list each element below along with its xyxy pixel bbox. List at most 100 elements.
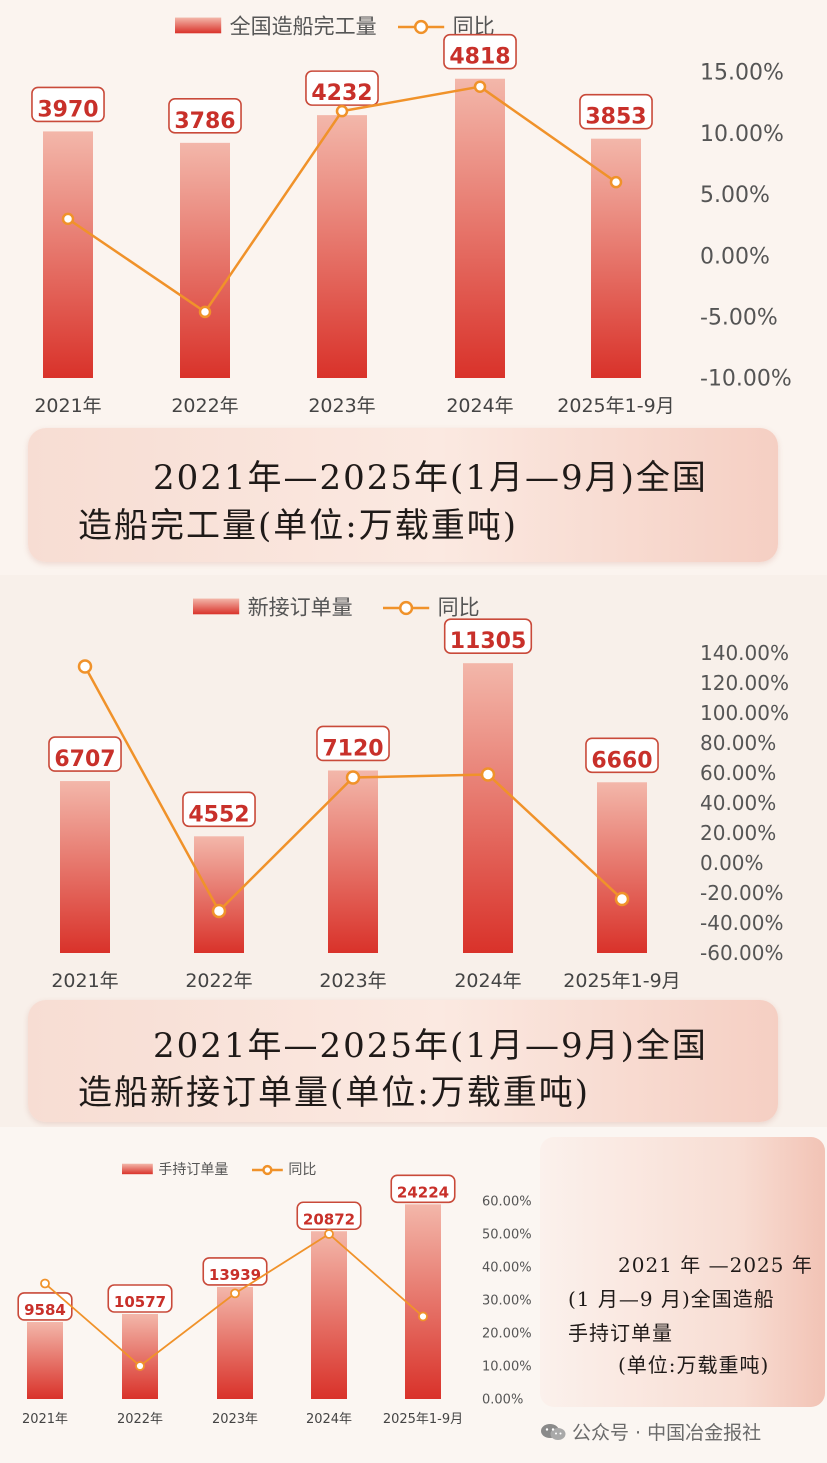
right-axis-tick-label: 100.00% xyxy=(700,701,789,725)
completion-chart: 全国造船完工量 同比15.00%10.00%5.00%0.00%-5.00%-10… xyxy=(31,14,792,417)
right-axis-tick-label: 0.00% xyxy=(700,851,764,875)
data-label: 7120 xyxy=(322,736,383,761)
watermark: 公众号 · 中国冶金报社 xyxy=(540,1418,761,1445)
right-axis-tick-label: 60.00% xyxy=(700,761,776,785)
yoy-point xyxy=(480,767,496,782)
completion-caption-box: 2021年—2025年(1月—9月)全国 造船完工量(单位:万载重吨) xyxy=(28,428,778,562)
yoy-point xyxy=(609,175,623,189)
right-axis-tick-label: -40.00% xyxy=(700,911,783,935)
legend-line-marker xyxy=(413,19,429,35)
completion-panel: 全国造船完工量 同比 15.00% 10.00% 5.00% 0.00% -5.00% -10… xyxy=(0,0,827,575)
bar xyxy=(328,770,378,953)
yoy-point xyxy=(230,1288,240,1299)
legend-bar-swatch xyxy=(122,1163,153,1175)
data-label: 4232 xyxy=(311,81,372,106)
right-axis-tick-label: 20.00% xyxy=(700,821,776,845)
right-axis-tick-label: 5.00% xyxy=(700,183,770,208)
category-label: 2022年 xyxy=(185,970,252,992)
yoy-point xyxy=(473,80,487,93)
right-axis-tick-label: -5.00% xyxy=(700,306,778,331)
legend-bar-label: 全国造船完工量 xyxy=(230,14,377,38)
completion-caption-line1: 2021年—2025年(1月—9月)全国 xyxy=(153,458,708,498)
data-label-box xyxy=(316,725,390,762)
category-label: 2023年 xyxy=(319,970,386,992)
bar xyxy=(60,781,110,953)
legend-bar-label: 手持订单量 xyxy=(158,1162,228,1178)
bar xyxy=(180,142,230,378)
yoy-point xyxy=(335,104,349,118)
right-axis-tick-label: 60.00% xyxy=(482,1195,532,1210)
new-orders-panel: 新接订单量 同比 140.00% 120.00% 100.00% 80.00% 60.00%… xyxy=(0,575,827,1127)
legend-line-label: 同比 xyxy=(288,1162,316,1178)
right-axis-tick-label: 15.00% xyxy=(700,61,784,86)
holding-orders-chart: 手持订单量 同比 60.00% 50.00% 40.00% 30.00% 20.00% 10.… xyxy=(17,1162,532,1427)
new-orders-caption-line1: 2021年—2025年(1月—9月)全国 xyxy=(153,1026,708,1066)
right-axis-tick-label: 10.00% xyxy=(482,1360,532,1375)
yoy-point xyxy=(198,305,212,319)
right-axis-tick-label: 140.00% xyxy=(700,641,789,665)
category-label: 2024年 xyxy=(306,1412,352,1427)
right-axis-tick-label: -20.00% xyxy=(700,881,783,905)
category-label: 2022年 xyxy=(117,1412,163,1427)
right-axis-tick-label: 40.00% xyxy=(482,1261,532,1276)
yoy-point xyxy=(324,1229,334,1239)
data-label-box xyxy=(202,1257,268,1286)
bar xyxy=(463,663,513,953)
data-label-box xyxy=(182,791,256,828)
data-label: 11305 xyxy=(450,629,527,654)
bar xyxy=(27,1321,63,1399)
right-axis-tick-label: 80.00% xyxy=(700,731,776,755)
bar xyxy=(311,1231,347,1399)
category-label: 2021年 xyxy=(34,395,101,417)
holding-orders-panel: 手持订单量 同比 60.00% 50.00% 40.00% 30.00% 20.00% 10.… xyxy=(0,1127,827,1463)
data-label: 6660 xyxy=(591,748,652,773)
watermark-text: 公众号 · 中国冶金报社 xyxy=(572,1422,762,1444)
data-label: 3786 xyxy=(174,109,235,134)
bar xyxy=(591,138,641,378)
data-label: 3970 xyxy=(37,97,98,122)
category-label: 2023年 xyxy=(212,1412,258,1427)
data-label-box xyxy=(168,98,242,134)
data-label: 4552 xyxy=(188,802,249,827)
category-label: 2021年 xyxy=(51,970,118,992)
category-label: 2023年 xyxy=(308,395,375,417)
holding-caption-line2: (1 月—9 月)全国造船 xyxy=(568,1287,775,1311)
category-label: 2024年 xyxy=(446,395,513,417)
right-axis-tick-label: 0.00% xyxy=(700,244,770,269)
yoy-point xyxy=(211,903,227,919)
data-label-box xyxy=(579,93,653,130)
data-label-box xyxy=(390,1174,456,1204)
data-label-box xyxy=(443,618,533,654)
bar xyxy=(455,78,505,378)
bar xyxy=(43,131,93,378)
new-orders-chart: 新接订单量 同比 140.00% 120.00% 100.00% 80.00% 60.00%… xyxy=(48,595,789,992)
right-axis-tick-label: -10.00% xyxy=(700,367,792,392)
data-label-box xyxy=(107,1284,173,1313)
right-axis-tick-label: 0.00% xyxy=(482,1393,523,1408)
legend-line-marker xyxy=(398,600,414,616)
new-orders-caption-box: 2021年—2025年(1月—9月)全国 造船新接订单量(单位:万载重吨) xyxy=(28,1000,778,1122)
holding-caption-line1: 2021 年 —2025 年 xyxy=(618,1253,813,1277)
legend-line-marker xyxy=(262,1164,273,1176)
data-label: 13939 xyxy=(209,1266,261,1284)
data-label: 3853 xyxy=(585,105,646,130)
legend-line-label: 同比 xyxy=(438,595,480,619)
yoy-point xyxy=(418,1311,428,1322)
legend-bar-swatch xyxy=(193,598,240,615)
wechat-icon xyxy=(540,1423,566,1441)
bar xyxy=(317,115,367,379)
yoy-point xyxy=(40,1278,50,1289)
right-axis-tick-label: -60.00% xyxy=(700,941,783,965)
holding-caption-box xyxy=(540,1137,825,1407)
new-orders-caption-line2: 造船新接订单量(单位:万载重吨) xyxy=(78,1073,590,1113)
data-label: 10577 xyxy=(114,1293,166,1311)
yoy-point xyxy=(77,659,93,674)
legend-bar-label: 新接订单量 xyxy=(248,595,353,619)
data-label: 4818 xyxy=(449,45,510,70)
data-label: 6707 xyxy=(54,747,115,772)
category-label: 2025年1-9月 xyxy=(557,395,674,417)
legend-bar-swatch xyxy=(175,17,222,34)
holding-caption-line3: 手持订单量 xyxy=(568,1321,673,1345)
data-label: 24224 xyxy=(397,1183,449,1201)
yoy-point xyxy=(61,212,75,226)
